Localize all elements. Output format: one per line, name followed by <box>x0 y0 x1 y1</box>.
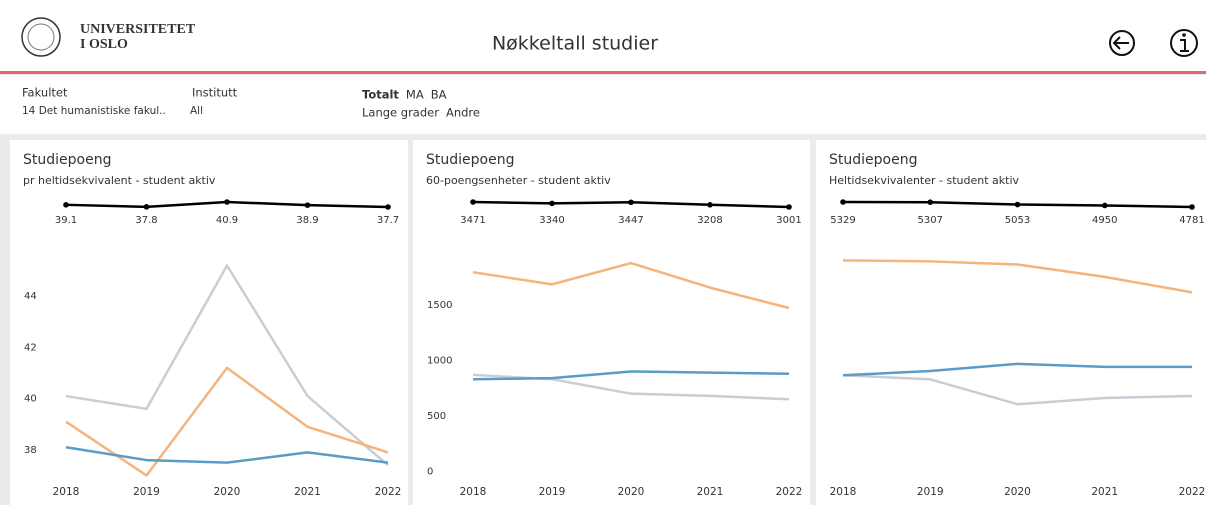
total-label: 37.8 <box>135 215 157 226</box>
total-label: 5053 <box>1005 215 1030 226</box>
x-tick-label: 2019 <box>917 486 944 498</box>
series-line <box>472 370 790 381</box>
panel <box>816 140 1206 505</box>
total-label: 39.1 <box>55 215 77 226</box>
series-line <box>842 259 1193 294</box>
panel <box>10 140 408 505</box>
total-point <box>143 204 150 210</box>
total-label: 3447 <box>618 215 643 226</box>
total-point <box>1014 201 1021 208</box>
logo: UNIVERSITETET I OSLO <box>21 17 196 57</box>
x-tick-label: 2020 <box>214 486 241 498</box>
total-point <box>385 204 391 210</box>
total-label: 3208 <box>697 215 722 226</box>
total-point <box>304 202 311 208</box>
total-label: 5329 <box>830 215 855 226</box>
x-tick-label: 2022 <box>375 486 402 498</box>
total-label: 38.9 <box>296 215 318 226</box>
filter-label[interactable]: Institutt <box>192 86 238 100</box>
series-line <box>65 446 389 464</box>
total-point <box>470 199 476 205</box>
total-point <box>786 204 792 210</box>
back-icon[interactable] <box>1109 30 1135 56</box>
x-tick-label: 2022 <box>1179 486 1206 498</box>
legend: Totalt MA BA Lange grader Andre <box>362 88 480 120</box>
info-button[interactable] <box>1170 29 1198 57</box>
total-point <box>549 200 555 207</box>
total-label: 3471 <box>460 215 485 226</box>
series-line <box>472 261 790 310</box>
panel <box>413 140 810 505</box>
total-label: 4950 <box>1092 215 1117 226</box>
panel-subtitle: pr heltidsekvivalent - student aktiv <box>23 174 216 187</box>
x-tick-label: 2019 <box>133 486 160 498</box>
y-tick-label: 1000 <box>427 355 452 366</box>
series-line <box>65 264 389 467</box>
panel-title: Studiepoeng <box>23 152 111 168</box>
y-tick-label: 0 <box>427 466 433 477</box>
x-tick-label: 2020 <box>1004 486 1031 498</box>
y-tick-label: 1500 <box>427 300 452 311</box>
x-tick-label: 2018 <box>460 486 487 498</box>
total-label: 3001 <box>776 215 801 226</box>
panel-subtitle: 60-poengsenheter - student aktiv <box>426 174 611 187</box>
legend-entry[interactable]: Andre <box>446 106 480 120</box>
total-label: 4781 <box>1179 215 1204 226</box>
total-label: 5307 <box>918 215 943 226</box>
y-tick-label: 44 <box>24 291 37 302</box>
x-tick-label: 2019 <box>539 486 566 498</box>
panel-title: Studiepoeng <box>426 152 514 168</box>
y-tick-label: 42 <box>24 342 37 353</box>
x-tick-label: 2022 <box>776 486 803 498</box>
total-point <box>628 199 634 206</box>
logo-seal-inner <box>27 23 55 51</box>
header-rule <box>0 71 1206 74</box>
logo-text: UNIVERSITETET <box>80 22 196 37</box>
total-label: 3340 <box>539 215 564 226</box>
info-dot[interactable] <box>1182 33 1186 37</box>
total-point <box>840 199 846 205</box>
info-icon[interactable] <box>1170 29 1198 57</box>
total-point <box>63 202 69 208</box>
x-tick-label: 2018 <box>830 486 857 498</box>
page-title: Nøkkeltall studier <box>492 33 658 55</box>
total-label: 40.9 <box>216 215 238 226</box>
filter-bar <box>0 75 1206 134</box>
x-tick-label: 2021 <box>294 486 321 498</box>
x-tick-label: 2021 <box>1091 486 1118 498</box>
total-label: 37.7 <box>377 215 399 226</box>
filter-value[interactable]: 14 Det humanistiske fakul.. <box>22 105 166 117</box>
series-line <box>842 362 1192 377</box>
series-line <box>65 366 389 477</box>
panel-title: Studiepoeng <box>829 152 917 168</box>
info-stem[interactable] <box>1180 39 1189 52</box>
x-tick-label: 2020 <box>618 486 645 498</box>
logo-seal <box>21 17 61 57</box>
back-arrow[interactable] <box>1112 36 1129 50</box>
back-button[interactable] <box>1109 30 1135 56</box>
total-point <box>224 199 230 205</box>
panel-subtitle: Heltidsekvivalenter - student aktiv <box>829 174 1020 187</box>
filter-label[interactable]: Fakultet <box>22 86 68 100</box>
y-tick-label: 38 <box>24 445 37 456</box>
total-point <box>707 201 713 208</box>
y-tick-label: 40 <box>24 394 37 405</box>
y-tick-label: 500 <box>427 411 446 422</box>
legend-entry[interactable]: MA <box>406 88 424 102</box>
filter-value[interactable]: All <box>190 105 203 117</box>
x-tick-label: 2018 <box>53 486 80 498</box>
total-point <box>1101 202 1108 209</box>
x-tick-label: 2021 <box>697 486 724 498</box>
header <box>0 0 1206 72</box>
series-line <box>842 373 1193 406</box>
total-point <box>1189 204 1195 210</box>
total-point <box>927 199 934 206</box>
legend-entry[interactable]: BA <box>431 88 447 102</box>
legend-entry[interactable]: Totalt <box>362 88 399 102</box>
legend-entry[interactable]: Lange grader <box>362 106 439 120</box>
logo-text: I OSLO <box>80 37 128 52</box>
